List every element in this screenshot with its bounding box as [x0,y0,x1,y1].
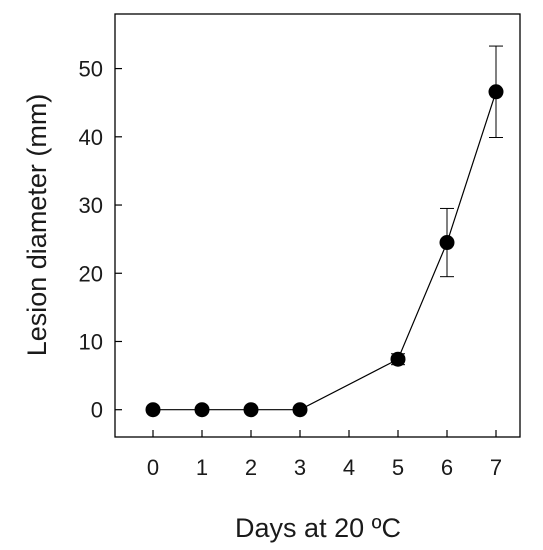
x-tick-label: 0 [147,455,159,480]
y-tick-label: 0 [91,398,103,423]
plot-area-frame [114,13,521,438]
y-axis: 0 10 20 30 40 50 [79,57,122,423]
data-point [390,351,406,367]
data-point [488,84,504,100]
x-axis: 0 1 2 3 4 5 6 7 [147,430,502,480]
y-tick-label: 20 [79,261,103,286]
x-tick-label: 6 [441,455,453,480]
x-tick-label: 4 [343,455,355,480]
x-tick-label: 3 [294,455,306,480]
x-tick-label: 5 [392,455,404,480]
y-tick-label: 10 [79,329,103,354]
y-tick-label: 40 [79,125,103,150]
data-point [292,402,308,418]
x-tick-label: 2 [245,455,257,480]
x-tick-label: 7 [490,455,502,480]
series-line [153,91,497,411]
x-axis-title: Days at 20 ºC [235,513,401,543]
y-axis-title: Lesion diameter (mm) [22,94,52,357]
y-tick-label: 50 [79,57,103,82]
data-point [194,402,210,418]
x-tick-label: 1 [196,455,208,480]
data-point [243,402,259,418]
data-point [439,235,455,251]
series-layer [145,45,504,418]
data-point [145,402,161,418]
y-tick-label: 30 [79,193,103,218]
